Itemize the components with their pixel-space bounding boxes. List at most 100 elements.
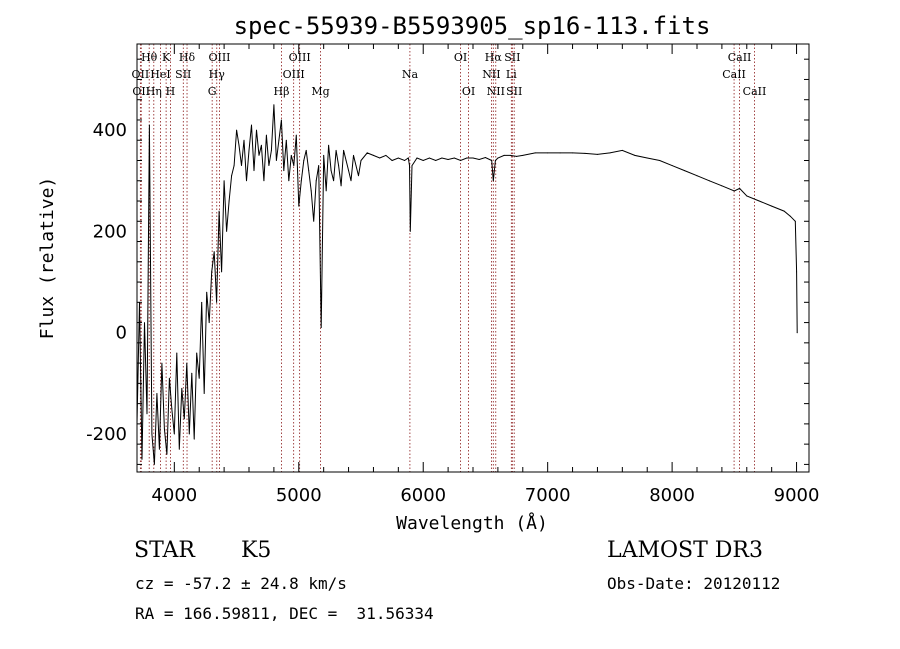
data-point-144 (789, 215, 791, 217)
x-tick-label-4000: 4000 (151, 485, 197, 506)
data-point-42 (241, 165, 243, 167)
data-point-119 (509, 154, 511, 156)
line-marker-label-4: HeI (150, 68, 170, 81)
data-point-14 (171, 408, 173, 410)
data-point-142 (771, 205, 773, 207)
data-point-21 (188, 433, 190, 435)
data-point-127 (596, 153, 598, 155)
data-point-75 (323, 154, 325, 156)
data-point-137 (721, 185, 723, 187)
data-point-101 (411, 165, 413, 167)
emission-line-markers (139, 44, 755, 472)
line-marker-label-16: Na (402, 68, 419, 81)
data-point-134 (684, 170, 686, 172)
data-point-109 (460, 159, 462, 161)
data-point-43 (243, 139, 245, 141)
line-marker-label-21: NII (487, 85, 505, 98)
line-marker-label-25: CaII (722, 68, 746, 81)
data-point-67 (303, 159, 305, 161)
data-point-90 (360, 159, 362, 161)
x-tick-label-6000: 6000 (400, 485, 446, 506)
data-point-33 (218, 210, 220, 212)
data-point-40 (236, 129, 238, 131)
data-point-4 (146, 413, 148, 415)
data-point-98 (407, 157, 409, 159)
data-point-88 (355, 165, 357, 167)
line-marker-label-7: SII (175, 68, 191, 81)
data-point-120 (516, 155, 518, 157)
data-point-28 (206, 291, 208, 293)
emission-line-labels: OIIOIIHθHηHeIKHSIIHδGHγOIIIHβOIIIOIIIMgN… (132, 51, 767, 98)
data-point-143 (783, 210, 785, 212)
data-point-6 (151, 433, 153, 435)
data-point-31 (213, 251, 215, 253)
line-marker-label-14: OIII (289, 51, 311, 64)
data-point-34 (221, 271, 223, 273)
data-point-99 (409, 165, 411, 167)
line-marker-label-0: OII (132, 68, 150, 81)
data-point-92 (372, 154, 374, 156)
data-point-124 (559, 152, 561, 154)
line-marker-label-27: CaII (743, 85, 767, 98)
data-point-72 (315, 180, 317, 182)
data-point-71 (313, 220, 315, 222)
data-point-70 (310, 190, 312, 192)
series-line-0 (137, 104, 798, 465)
data-point-84 (345, 159, 347, 161)
spectrum-chart: spec-55939-B5593905_sp16-113.fits OII OII… (37, 12, 819, 534)
data-point-55 (273, 104, 275, 106)
data-point-39 (233, 165, 235, 167)
data-point-94 (385, 154, 387, 156)
data-point-81 (338, 165, 340, 167)
line-marker-label-3: Hη (146, 85, 162, 98)
x-tick-label-5000: 5000 (276, 485, 322, 506)
data-point-140 (746, 195, 748, 197)
coordinates: RA = 166.59811, DEC = 31.56334 (135, 604, 434, 623)
line-marker-label-5: K (162, 51, 171, 64)
data-point-11 (163, 428, 165, 430)
data-point-79 (333, 180, 335, 182)
data-point-7 (153, 463, 155, 465)
data-point-85 (348, 170, 350, 172)
data-point-141 (758, 200, 760, 202)
data-point-48 (255, 129, 257, 131)
y-tick-label-0: 0 (116, 323, 127, 344)
x-axis-ticks: 4000 5000 6000 7000 8000 9000 (151, 44, 819, 506)
data-point-147 (796, 332, 798, 334)
line-marker-label-20: Hα (485, 51, 503, 64)
data-point-106 (441, 157, 443, 159)
data-point-83 (343, 149, 345, 151)
data-point-105 (435, 159, 437, 161)
data-point-2 (141, 458, 143, 460)
line-marker-label-19: NII (482, 68, 500, 81)
data-point-17 (178, 448, 180, 450)
data-point-87 (353, 154, 355, 156)
data-point-117 (497, 157, 499, 159)
data-point-65 (298, 205, 300, 207)
data-point-12 (166, 453, 168, 455)
data-point-100 (409, 230, 411, 232)
data-point-9 (158, 448, 160, 450)
data-point-130 (634, 154, 636, 156)
data-point-29 (208, 322, 210, 324)
data-point-32 (216, 301, 218, 303)
data-point-111 (472, 157, 474, 159)
data-point-18 (181, 387, 183, 389)
redshift-text: cz = -57.2 ± 24.8 km/s (135, 574, 347, 593)
line-marker-label-9: G (208, 85, 217, 98)
data-point-60 (285, 139, 287, 141)
data-point-146 (796, 271, 798, 273)
data-point-114 (491, 159, 493, 161)
line-marker-label-24: SII (506, 85, 522, 98)
data-point-62 (290, 154, 292, 156)
data-point-131 (646, 157, 648, 159)
data-point-24 (196, 352, 198, 354)
data-point-89 (358, 175, 360, 177)
line-marker-label-15: Mg (311, 85, 329, 98)
data-point-73 (318, 165, 320, 167)
data-point-115 (492, 180, 494, 182)
data-point-54 (270, 149, 272, 151)
data-point-95 (391, 159, 393, 161)
data-point-122 (534, 152, 536, 154)
data-point-66 (300, 180, 302, 182)
